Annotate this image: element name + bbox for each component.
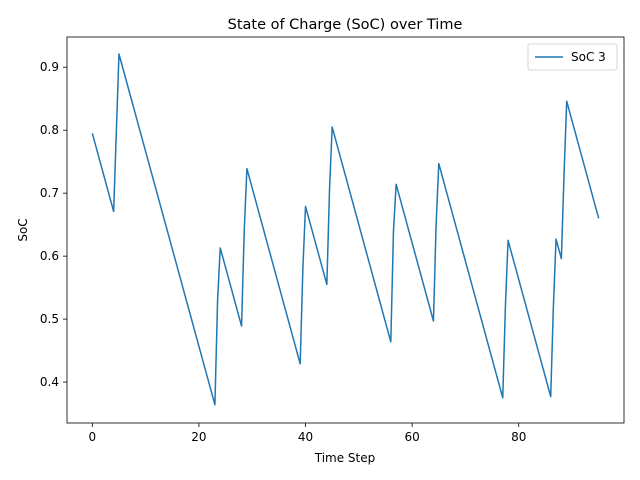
y-tick-label: 0.8: [40, 123, 59, 137]
x-tick-label: 0: [88, 430, 96, 444]
x-tick-label: 40: [298, 430, 313, 444]
y-axis-label: SoC: [16, 218, 30, 241]
x-axis-label: Time Step: [314, 451, 376, 465]
y-tick-label: 0.9: [40, 60, 59, 74]
chart-title: State of Charge (SoC) over Time: [228, 17, 463, 33]
x-tick-label: 20: [191, 430, 206, 444]
y-tick-label: 0.5: [40, 312, 59, 326]
axes-frame: [66, 36, 625, 424]
y-tick-label: 0.7: [40, 186, 59, 200]
legend-label-soc-3: SoC 3: [571, 50, 606, 64]
y-tick-label: 0.4: [40, 375, 59, 389]
series-line-0: [91, 53, 600, 406]
y-tick-label: 0.6: [40, 249, 59, 263]
legend: SoC 3: [527, 43, 618, 71]
x-tick-label: 80: [511, 430, 526, 444]
legend-box: [527, 43, 618, 71]
plot-area: [91, 53, 600, 406]
x-tick-label: 60: [404, 430, 419, 444]
axis-ticks: 0 20 40 60 80 0.4 0.5 0.6 0.7 0.8 0.9: [40, 60, 526, 444]
